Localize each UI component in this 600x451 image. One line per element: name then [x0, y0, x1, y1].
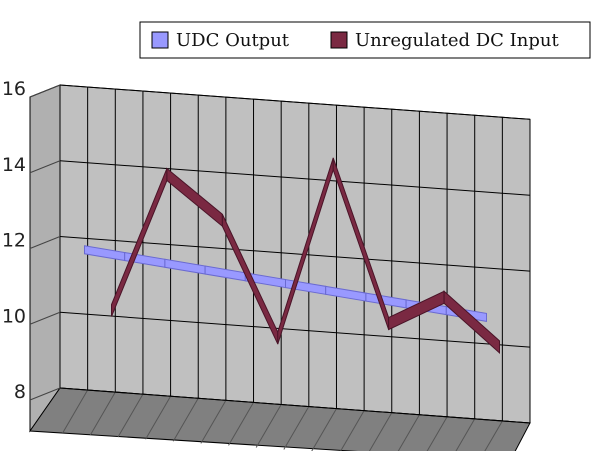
- floor-gridline: [117, 393, 144, 438]
- y-tick-label: 16: [2, 78, 26, 100]
- floor-gridline: [200, 400, 227, 444]
- floor-gridline: [311, 408, 337, 451]
- legend-box: [139, 21, 591, 59]
- gridlines: [29, 84, 531, 451]
- legend-swatch-udc-output: [151, 31, 169, 49]
- floor-gridline: [228, 402, 254, 446]
- series-segment: [443, 290, 500, 355]
- side-gridline: [29, 236, 61, 249]
- legend-swatch-unregulated-dc-input: [330, 31, 348, 49]
- y-axis: 8 10 12 14 16: [2, 78, 26, 403]
- legend-label-unregulated-dc-input: Unregulated DC Input: [355, 30, 559, 51]
- y-tick-label: 8: [14, 381, 26, 403]
- horizontal-gridline: [59, 160, 531, 196]
- horizontal-gridline: [59, 311, 531, 348]
- horizontal-gridline: [59, 84, 531, 120]
- side-gridline: [29, 160, 61, 174]
- floor-gridline: [62, 389, 89, 434]
- side-wall: [29, 84, 61, 433]
- floor-gridline: [283, 406, 310, 450]
- floor-gridline: [89, 391, 116, 436]
- y-tick-label: 14: [2, 154, 26, 176]
- horizontal-gridline: [59, 387, 531, 424]
- side-gridline: [29, 84, 61, 98]
- y-tick-label: 10: [2, 305, 26, 327]
- floor-gridline: [145, 395, 172, 440]
- series-layer: [84, 157, 500, 355]
- floor-gridline: [255, 404, 282, 448]
- series-unregulated-dc-input: [111, 157, 500, 355]
- y-tick-label: 12: [2, 230, 26, 252]
- floor-gridline: [455, 418, 476, 451]
- floor-gridline: [426, 416, 448, 451]
- floor-gridline: [484, 420, 503, 451]
- floor-gridline: [172, 398, 199, 442]
- side-gridline: [29, 387, 61, 401]
- floor-gridline: [340, 410, 365, 451]
- floor-gridline: [368, 412, 393, 451]
- legend-label-udc-output: UDC Output: [176, 30, 290, 51]
- legend: UDC Output Unregulated DC Input: [139, 21, 591, 59]
- side-gridline: [29, 311, 61, 325]
- chart-walls: [29, 84, 531, 451]
